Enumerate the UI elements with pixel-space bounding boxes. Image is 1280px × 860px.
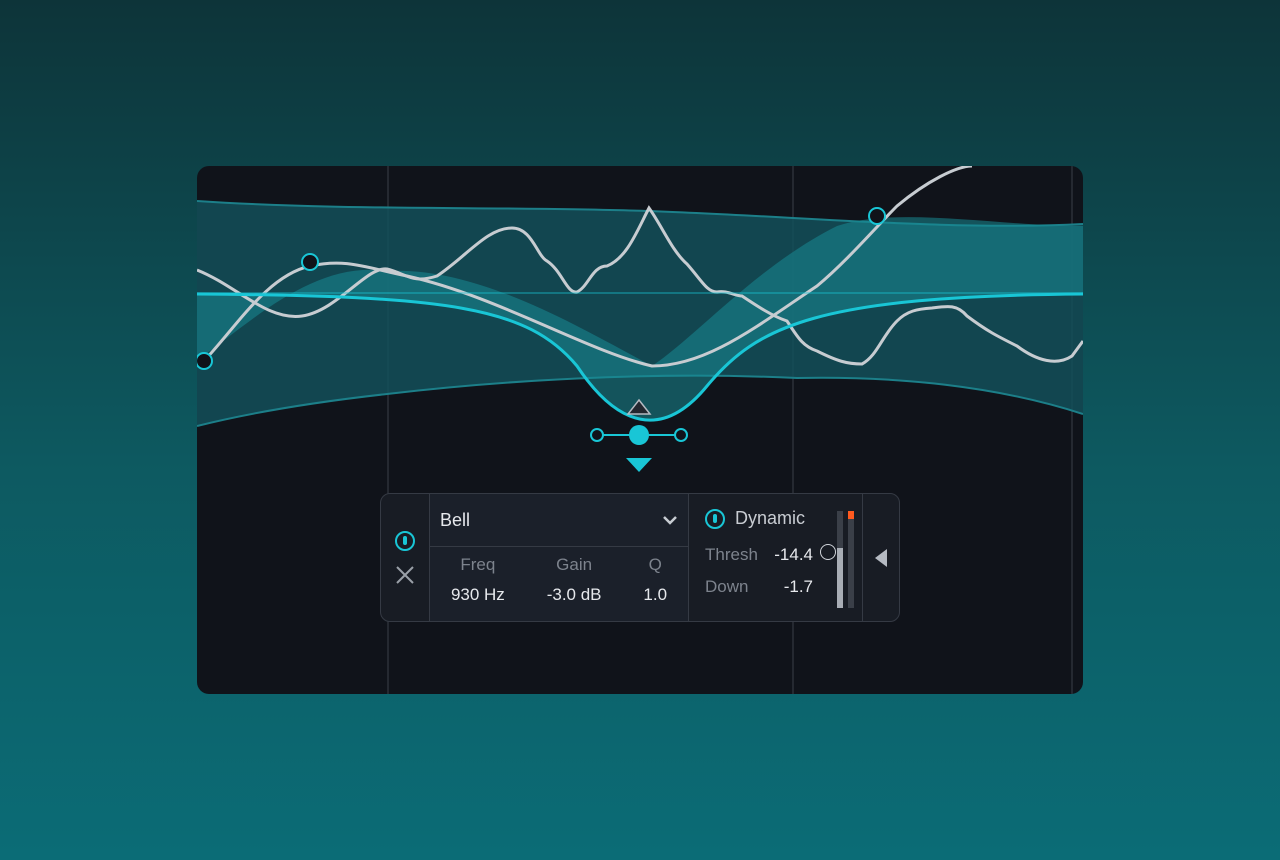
peak-indicator [848, 511, 854, 519]
lower-gain-arrow-icon[interactable] [626, 458, 652, 472]
threshold-handle[interactable] [820, 544, 836, 560]
band-settings: Bell Freq 930 Hz Gain -3.0 dB Q 1.0 [430, 494, 689, 621]
filter-type-value: Bell [440, 509, 471, 530]
band-node[interactable] [868, 207, 886, 225]
curve-fill [197, 217, 1083, 421]
close-icon[interactable] [395, 565, 415, 585]
band-node[interactable] [301, 253, 319, 271]
eq-graph[interactable] [197, 166, 1083, 694]
eq-display[interactable] [197, 166, 1083, 694]
filter-type-dropdown[interactable]: Bell [430, 494, 688, 547]
freq-label: Freq [460, 555, 496, 574]
q-value[interactable]: 1.0 [643, 585, 668, 604]
power-icon[interactable] [705, 508, 725, 529]
level-meter [848, 511, 854, 608]
collapse-arrow-icon [875, 548, 887, 567]
band-node[interactable] [197, 352, 213, 370]
gain-param[interactable]: Gain -3.0 dB [547, 555, 602, 605]
power-icon[interactable] [395, 530, 415, 551]
freq-param[interactable]: Freq 930 Hz [451, 555, 505, 605]
band-control-panel: Bell Freq 930 Hz Gain -3.0 dB Q 1.0 Dynamic… [380, 493, 900, 622]
gain-label: Gain [556, 555, 593, 574]
down-value[interactable]: -1.7 [783, 577, 813, 596]
chevron-down-icon [663, 516, 677, 525]
q-label: Q [648, 555, 662, 574]
band-actions [381, 494, 430, 621]
thresh-value[interactable]: -14.4 [774, 545, 813, 564]
selected-band-node[interactable] [629, 425, 649, 445]
raise-gain-arrow-icon[interactable] [626, 398, 652, 415]
threshold-meter[interactable] [837, 511, 843, 608]
q-handle-right[interactable] [674, 428, 688, 442]
eq-curve [197, 292, 1083, 422]
q-handle-left[interactable] [590, 428, 604, 442]
dynamic-label: Dynamic [735, 508, 806, 528]
q-param[interactable]: Q 1.0 [643, 555, 667, 605]
spectrum-line [197, 205, 1083, 366]
thresh-label: Thresh [705, 545, 758, 564]
down-label: Down [705, 577, 749, 596]
dynamic-section: Dynamic Thresh -14.4 Down -1.7 [689, 494, 863, 621]
freq-value[interactable]: 930 Hz [450, 585, 505, 604]
gain-value[interactable]: -3.0 dB [546, 585, 602, 604]
collapse-button[interactable] [863, 494, 899, 621]
threshold-meter-fill [837, 548, 843, 608]
